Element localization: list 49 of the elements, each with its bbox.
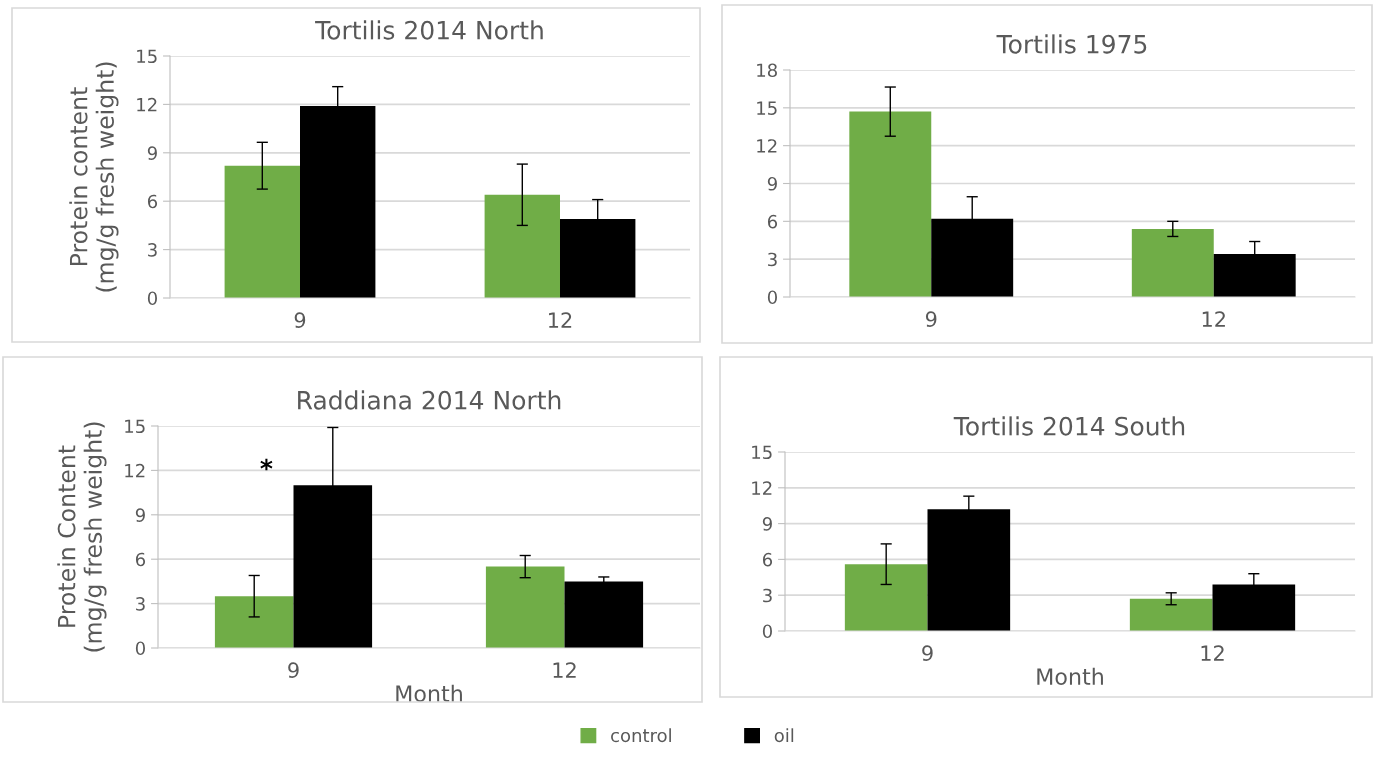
y-tick-label: 6 bbox=[135, 552, 146, 567]
y-tick-label: 15 bbox=[752, 445, 772, 460]
y-tick-label: 18 bbox=[757, 63, 777, 78]
y-tick-label: 0 bbox=[767, 290, 777, 305]
y-tick-label: 12 bbox=[752, 481, 772, 495]
y-tick-label: 9 bbox=[762, 517, 772, 531]
annotation: * bbox=[260, 458, 273, 471]
y-axis-title: Protein content (mg/g fresh weight) bbox=[69, 62, 119, 292]
x-tick-label: 9 bbox=[294, 312, 306, 329]
bar bbox=[1131, 228, 1214, 297]
y-tick-label: 6 bbox=[147, 194, 158, 209]
y-tick-label: 0 bbox=[762, 624, 772, 639]
y-tick-label: 3 bbox=[768, 252, 777, 267]
bar bbox=[214, 596, 294, 648]
bar bbox=[224, 165, 300, 298]
y-tick-label: 9 bbox=[767, 176, 777, 191]
chart-title: Tortilis 2014 South bbox=[953, 416, 1185, 436]
bar bbox=[485, 566, 565, 648]
y-tick-label: 0 bbox=[147, 291, 157, 306]
y-tick-label: 3 bbox=[763, 588, 772, 603]
bar bbox=[1129, 598, 1213, 631]
y-tick-label: 3 bbox=[148, 243, 157, 257]
y-tick-label: 15 bbox=[125, 419, 145, 434]
x-tick-label: 12 bbox=[1202, 311, 1225, 327]
y-tick-label: 12 bbox=[137, 97, 157, 112]
y-tick-label: 6 bbox=[767, 214, 778, 229]
bar bbox=[844, 564, 928, 631]
x-tick-label: 12 bbox=[549, 312, 572, 328]
y-tick-label: 9 bbox=[147, 146, 157, 160]
y-tick-label: 0 bbox=[135, 641, 145, 656]
y-tick-label: 6 bbox=[762, 552, 773, 567]
x-tick-label: 9 bbox=[925, 311, 937, 328]
bar bbox=[564, 581, 644, 648]
y-tick-label: 12 bbox=[757, 139, 777, 153]
x-axis-title: Month bbox=[396, 684, 462, 703]
y-axis-title: Protein Content (mg/g fresh weight) bbox=[57, 422, 107, 652]
legend-label: oil bbox=[774, 728, 794, 743]
chart-title: Tortilis 2014 North bbox=[315, 20, 543, 40]
legend-label: control bbox=[611, 728, 671, 743]
x-axis-title: Month bbox=[1037, 667, 1103, 686]
y-tick-label: 3 bbox=[136, 597, 145, 611]
y-tick-label: 12 bbox=[125, 463, 145, 478]
y-tick-label: 9 bbox=[135, 508, 145, 522]
chart-title: Tortilis 1975 bbox=[996, 34, 1147, 54]
bar bbox=[849, 111, 932, 297]
y-tick-label: 15 bbox=[137, 49, 157, 64]
bar bbox=[484, 194, 560, 298]
chart-title: Raddiana 2014 North bbox=[298, 390, 561, 410]
y-tick-label: 15 bbox=[757, 101, 777, 115]
